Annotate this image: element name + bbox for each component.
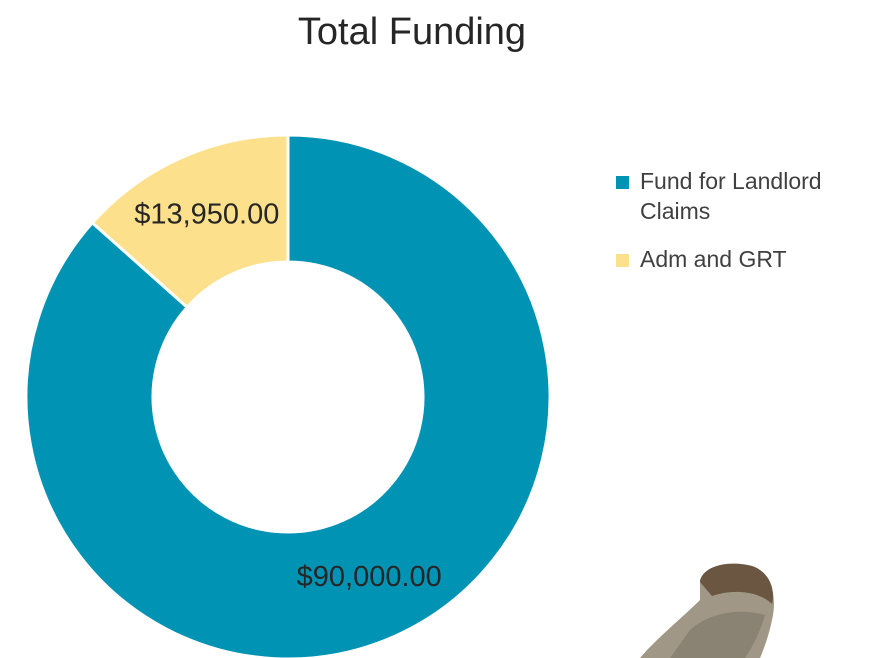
- legend-swatch: [616, 176, 629, 189]
- data-label: $13,950.00: [134, 199, 279, 231]
- legend-swatch: [616, 254, 629, 267]
- legend-label: Adm and GRT: [640, 246, 787, 272]
- legend-label: Fund for Landlord Claims: [640, 168, 822, 224]
- bird-illustration: [640, 563, 774, 658]
- chart-title: Total Funding: [298, 11, 526, 53]
- legend-entry: Fund for Landlord Claims: [616, 166, 866, 226]
- legend: Fund for Landlord Claims Adm and GRT: [616, 166, 866, 292]
- donut-slice: [24, 133, 552, 658]
- data-label: $90,000.00: [297, 561, 442, 593]
- donut-slice: [90, 133, 290, 310]
- legend-entry: Adm and GRT: [616, 244, 866, 274]
